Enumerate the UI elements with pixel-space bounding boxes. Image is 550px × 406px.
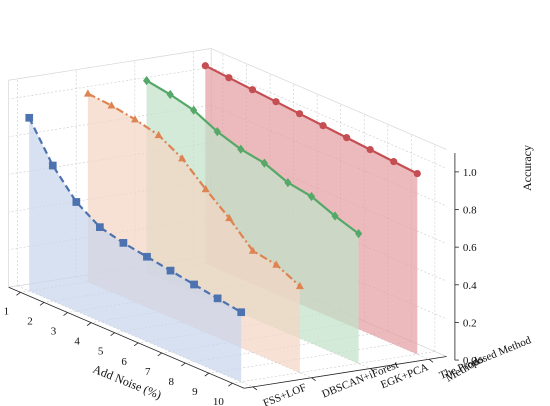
x-tick-mark <box>63 312 68 316</box>
data-point <box>331 211 339 221</box>
data-point <box>307 191 316 202</box>
x-axis-line <box>8 286 245 389</box>
data-point <box>225 74 233 82</box>
data-point <box>260 158 268 168</box>
data-point <box>72 198 81 206</box>
data-point <box>413 169 421 178</box>
data-point <box>225 213 234 222</box>
series-line <box>28 117 242 314</box>
y-axis-line <box>244 356 447 389</box>
data-point <box>355 229 363 239</box>
data-point <box>295 110 304 118</box>
data-point <box>343 134 351 142</box>
x-tick-label: 5 <box>98 346 104 358</box>
data-point <box>237 308 246 317</box>
series-line <box>204 64 418 175</box>
series-line <box>87 92 301 287</box>
x-tick-label: 1 <box>4 305 10 317</box>
y-tick-mark <box>252 386 258 391</box>
series-area <box>29 117 242 382</box>
data-point <box>178 154 187 162</box>
z-tick-label: 0.8 <box>463 205 477 217</box>
z-tick-label: 0.0 <box>463 355 477 367</box>
x-tick-mark <box>228 382 233 387</box>
grid-line-back-z <box>211 67 447 169</box>
y-tick-mark <box>311 377 316 382</box>
x-tick-label: 8 <box>169 376 175 388</box>
pane-edge <box>211 48 447 150</box>
data-point <box>143 252 151 261</box>
x-tick-label: 3 <box>51 326 57 338</box>
series-line <box>146 79 360 235</box>
x-tick-label: 2 <box>27 315 33 327</box>
x-axis-title: Add Noise (%) <box>91 362 164 402</box>
data-point <box>107 101 116 109</box>
data-point <box>154 130 163 139</box>
data-point <box>201 62 209 70</box>
z-axis-title: Accuracy <box>520 145 534 191</box>
data-point <box>166 89 174 100</box>
data-point <box>83 89 92 97</box>
z-tick-label: 0.4 <box>463 280 477 292</box>
data-point <box>295 281 304 290</box>
grid-line-left-z <box>8 67 212 100</box>
x-tick-mark <box>110 332 115 337</box>
x-tick-mark <box>39 302 45 306</box>
data-point <box>213 127 221 137</box>
x-tick-mark <box>181 362 186 367</box>
x-tick-mark <box>204 372 210 377</box>
data-point <box>25 113 34 122</box>
x-tick-mark <box>86 322 92 326</box>
data-point <box>213 294 222 303</box>
data-point <box>201 185 210 193</box>
z-tick-label: 0.6 <box>463 242 477 254</box>
y-tick-label: FSS+LOF <box>262 382 309 406</box>
x-tick-label: 10 <box>213 396 225 406</box>
y-tick-mark <box>428 358 434 363</box>
data-point <box>272 98 280 106</box>
data-point <box>96 223 104 232</box>
data-point <box>190 105 198 115</box>
axes <box>8 153 459 391</box>
x-tick-label: 7 <box>145 366 151 378</box>
x-tick-mark <box>157 352 162 357</box>
data-point <box>166 266 175 275</box>
x-tick-label: 4 <box>74 336 80 348</box>
series-layer <box>25 62 421 382</box>
data-point <box>390 157 398 166</box>
data-point <box>143 76 151 86</box>
x-tick-mark <box>16 292 21 296</box>
data-point <box>284 178 292 188</box>
data-point <box>248 86 257 94</box>
data-point <box>248 246 257 254</box>
z-tick-label: 0.2 <box>463 317 477 329</box>
data-point <box>190 280 198 289</box>
data-point <box>319 122 327 130</box>
x-tick-label: 6 <box>121 356 127 368</box>
data-point <box>119 239 128 247</box>
data-point <box>48 161 57 170</box>
series-fss-lof <box>25 113 246 382</box>
data-point <box>366 146 374 154</box>
x-tick-label: 9 <box>192 386 198 398</box>
x-tick-mark <box>133 342 139 347</box>
data-point <box>131 115 139 123</box>
data-point <box>272 260 281 268</box>
z-tick-label: 1.0 <box>463 167 477 179</box>
data-point <box>237 144 245 154</box>
pane-edge <box>8 48 212 81</box>
y-tick-mark <box>370 368 375 372</box>
